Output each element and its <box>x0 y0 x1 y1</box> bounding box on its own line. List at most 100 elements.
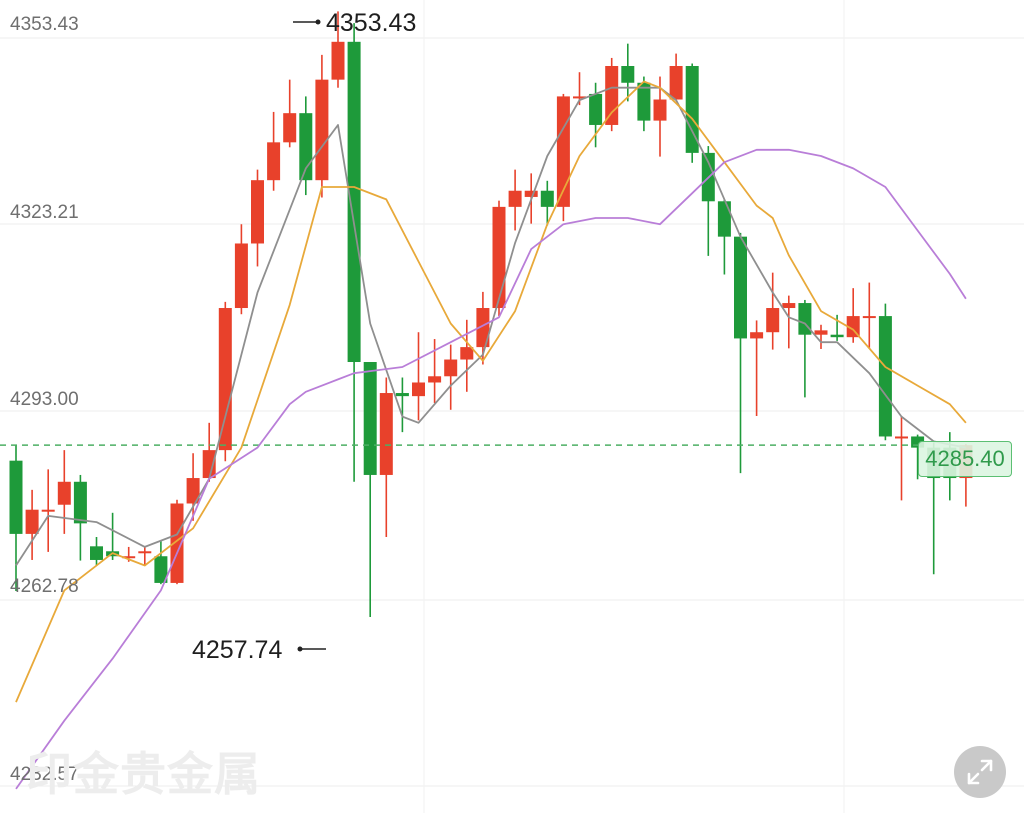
candle <box>814 324 828 349</box>
low-label: 4257.74 <box>192 636 282 664</box>
candle-body <box>862 316 876 319</box>
candle-body <box>283 113 297 143</box>
candle-body <box>717 201 731 237</box>
candle <box>556 93 570 222</box>
candle <box>846 288 860 343</box>
high-label: 4353.43 <box>326 9 416 37</box>
moving-averages <box>15 80 967 790</box>
candle-body <box>524 190 538 197</box>
candle <box>331 11 345 88</box>
candle-body <box>878 316 892 437</box>
y-tick-label: 4353.43 <box>10 14 79 35</box>
candle <box>412 332 425 421</box>
candle <box>41 469 55 552</box>
candle <box>170 499 184 585</box>
candle <box>395 377 409 433</box>
candle-body <box>669 66 683 100</box>
candle <box>73 474 87 561</box>
candle-body <box>444 359 458 377</box>
candle-body <box>476 308 490 348</box>
candle-body <box>25 509 39 534</box>
candle-body <box>540 190 554 207</box>
candle-body <box>508 190 522 207</box>
candle-body <box>412 382 425 397</box>
expand-button[interactable] <box>954 746 1006 798</box>
candle-body <box>363 362 377 475</box>
candle <box>734 232 747 474</box>
candle <box>508 169 522 231</box>
candle <box>540 180 554 226</box>
candle-body <box>653 99 667 121</box>
candle-body <box>138 551 152 554</box>
candle-body <box>621 66 635 83</box>
candle <box>154 541 168 585</box>
candle <box>444 344 458 410</box>
candle-body <box>782 303 796 309</box>
candle <box>202 422 216 482</box>
candle <box>379 377 393 538</box>
candle <box>895 416 908 501</box>
candle-body <box>379 393 393 475</box>
candle <box>669 53 683 100</box>
candle-body <box>315 79 329 181</box>
y-tick-label: 4232.57 <box>10 764 79 785</box>
candle <box>347 23 361 482</box>
candle <box>750 320 764 416</box>
moving-average-line <box>15 148 967 790</box>
y-tick-label: 4323.21 <box>10 202 79 223</box>
candle <box>766 272 780 350</box>
candle <box>653 76 667 157</box>
candle <box>315 54 329 198</box>
high-marker-dot <box>315 19 321 25</box>
candle <box>57 450 71 534</box>
candle-body <box>685 66 699 153</box>
candle-body <box>589 93 603 125</box>
candle-body <box>122 556 136 559</box>
candle-body <box>170 503 184 583</box>
candle <box>138 546 152 566</box>
candle-body <box>90 546 103 560</box>
candle-body <box>186 478 200 504</box>
candle-body <box>202 450 216 479</box>
last-price-tag: 4285.40 <box>918 441 1012 477</box>
candle <box>9 444 23 591</box>
candle <box>460 319 474 392</box>
candle <box>685 63 699 163</box>
candle-body <box>251 180 264 244</box>
candle-body <box>492 206 506 309</box>
candle <box>830 314 844 341</box>
candle <box>267 111 281 191</box>
watermark: 印金贵金属 <box>26 747 261 801</box>
candle <box>218 301 232 462</box>
y-tick-label: 4262.78 <box>10 576 79 597</box>
expand-arrows-icon <box>967 759 993 785</box>
candle-body <box>830 334 844 338</box>
candle <box>605 57 619 132</box>
low-marker-dot <box>297 646 303 652</box>
candle-body <box>428 376 442 383</box>
y-tick-label: 4293.00 <box>10 389 79 410</box>
candle <box>782 295 796 349</box>
candle <box>25 489 39 560</box>
candle-body <box>218 308 232 451</box>
candle <box>90 537 103 566</box>
candle-body <box>846 316 860 338</box>
candle-body <box>573 96 586 99</box>
candle-body <box>911 436 925 448</box>
candle-body <box>267 142 281 181</box>
candle <box>798 299 812 398</box>
candle-body <box>460 347 474 360</box>
moving-average-line <box>15 86 967 566</box>
candle-body <box>814 330 828 335</box>
candle <box>878 303 892 441</box>
candle-body <box>605 66 619 125</box>
candle-body <box>73 481 87 524</box>
candle <box>862 282 876 349</box>
candle-body <box>734 236 747 339</box>
candle-body <box>766 308 780 333</box>
axis-labels: 4353.43 4323.21 4293.00 4262.78 4232.57 4353.… <box>10 9 416 785</box>
candle <box>234 224 248 315</box>
candle-body <box>57 481 71 505</box>
